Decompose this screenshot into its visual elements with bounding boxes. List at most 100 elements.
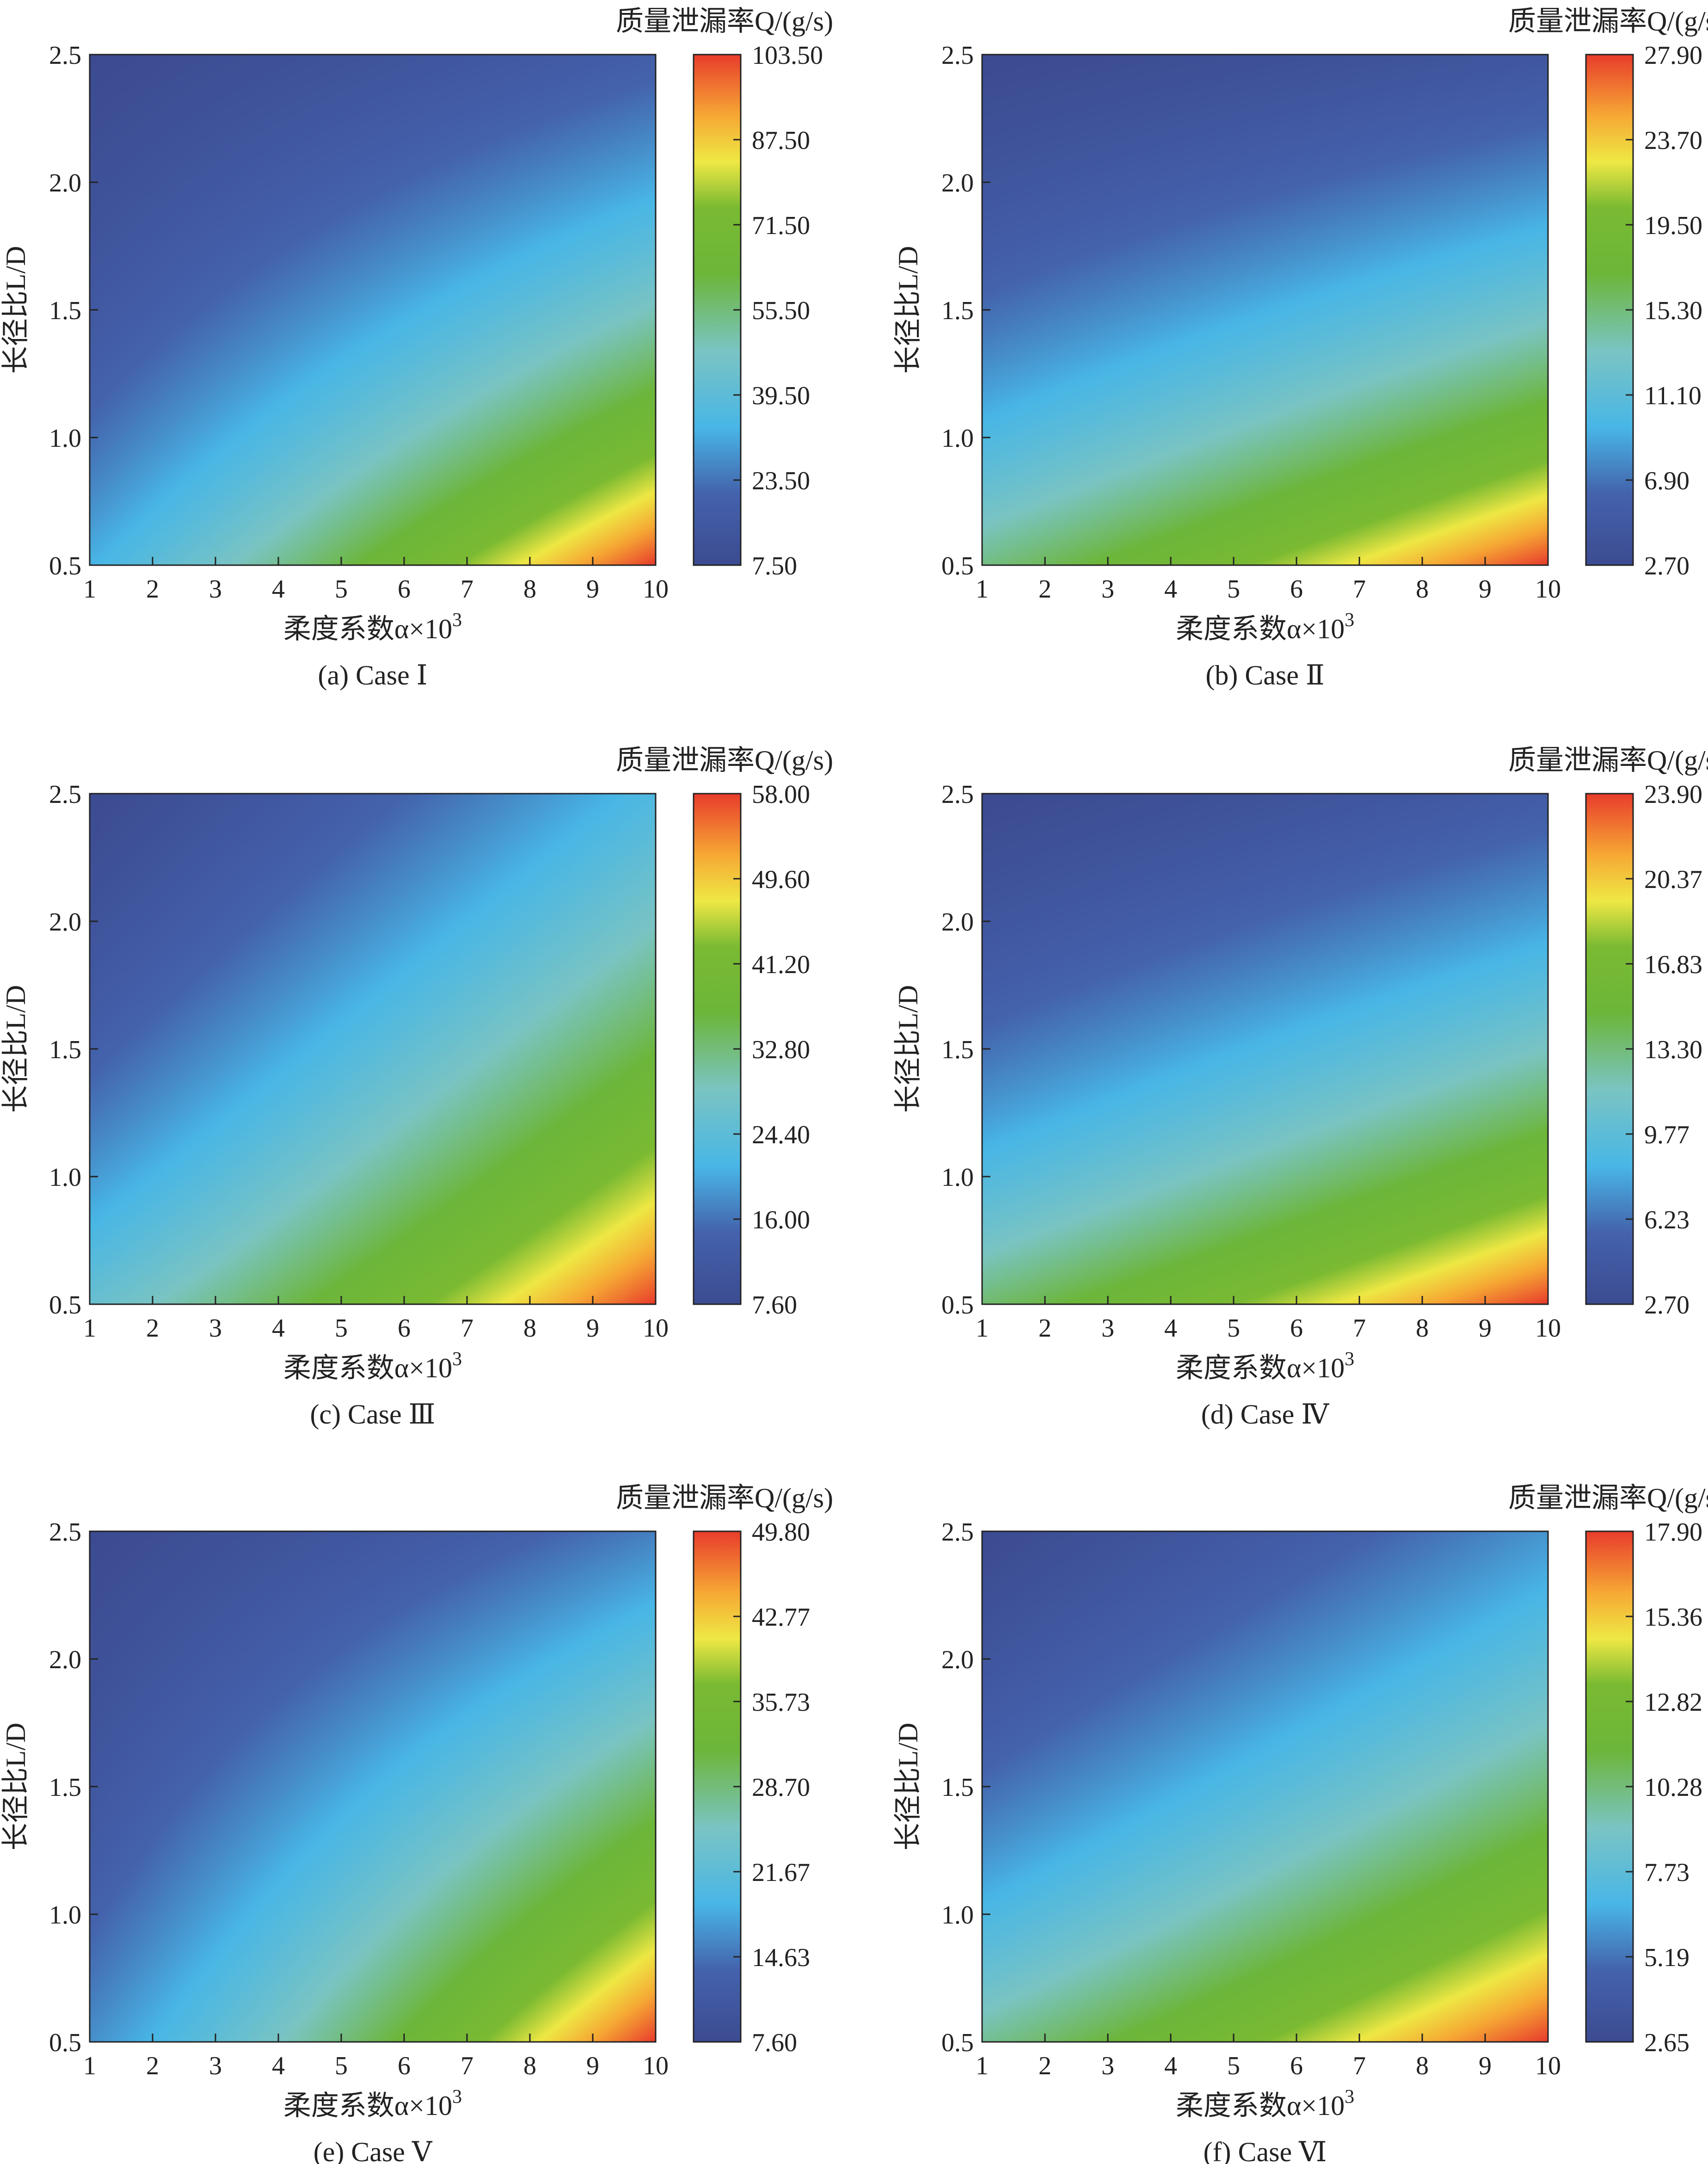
panel-caption-d: (d) Case Ⅳ xyxy=(1201,1399,1330,1430)
y-tick-label-f: 1.0 xyxy=(941,1901,974,1930)
x-tick-label-e: 5 xyxy=(335,2052,348,2080)
colorbar-tick-label-b: 6.90 xyxy=(1644,467,1690,495)
heatmap-field-e xyxy=(90,1531,656,2042)
panel-b: 1 2 3 4 5 6 7 8 9 10 0.5 1.0 1.5 2.0 2.5 柔度系数α×103 长径比L/… xyxy=(893,6,1708,691)
x-tick-label-d: 8 xyxy=(1416,1314,1429,1343)
x-tick-label-c: 9 xyxy=(586,1314,599,1343)
y-tick-label-d: 0.5 xyxy=(941,1291,974,1319)
colorbar-tick-label-e: 14.63 xyxy=(752,1943,810,1972)
x-tick-label-f: 2 xyxy=(1038,2052,1051,2080)
x-tick-label-f: 5 xyxy=(1227,2052,1240,2080)
x-tick-label-c: 8 xyxy=(523,1314,536,1343)
x-tick-label-e: 10 xyxy=(643,2052,669,2080)
x-tick-label-d: 10 xyxy=(1535,1314,1561,1343)
x-tick-label-f: 3 xyxy=(1101,2052,1114,2080)
y-axis-label-e: 长径比L/D xyxy=(0,1723,31,1851)
x-tick-label-e: 3 xyxy=(209,2052,222,2080)
y-tick-label-a: 1.5 xyxy=(49,296,81,325)
x-tick-label-f: 8 xyxy=(1416,2052,1429,2080)
x-tick-label-b: 10 xyxy=(1535,575,1561,604)
y-tick-label-c: 1.5 xyxy=(49,1036,81,1064)
colorbar-tick-label-a: 39.50 xyxy=(752,382,810,410)
x-tick-label-b: 6 xyxy=(1290,575,1303,604)
colorbar-tick-label-f: 12.82 xyxy=(1644,1688,1702,1717)
x-tick-label-d: 4 xyxy=(1164,1314,1177,1343)
x-tick-label-f: 6 xyxy=(1290,2052,1303,2080)
x-tick-label-f: 1 xyxy=(976,2052,989,2080)
colorbar-tick-label-c: 32.80 xyxy=(752,1036,810,1064)
panel-caption-c: (c) Case Ⅲ xyxy=(310,1399,435,1430)
x-tick-label-d: 1 xyxy=(976,1314,989,1343)
x-tick-label-f: 9 xyxy=(1479,2052,1492,2080)
x-tick-label-f: 10 xyxy=(1535,2052,1561,2080)
colorbar-tick-label-e: 42.77 xyxy=(752,1603,810,1632)
x-tick-label-a: 10 xyxy=(643,575,669,604)
y-tick-label-f: 2.5 xyxy=(941,1518,974,1547)
colorbar-tick-label-c: 7.60 xyxy=(752,1291,797,1319)
panel-caption-f: (f) Case Ⅵ xyxy=(1204,2137,1327,2164)
x-tick-label-e: 4 xyxy=(272,2052,285,2080)
colorbar-tick-label-d: 20.37 xyxy=(1644,865,1702,894)
y-axis-label-a: 长径比L/D xyxy=(0,246,31,374)
x-tick-label-e: 9 xyxy=(586,2052,599,2080)
y-tick-label-f: 1.5 xyxy=(941,1773,974,1802)
colorbar-tick-label-a: 7.50 xyxy=(752,552,797,580)
colorbar-tick-label-d: 6.23 xyxy=(1644,1206,1690,1234)
colorbar-tick-label-d: 2.70 xyxy=(1644,1291,1690,1319)
colorbar-title-e: 质量泄漏率Q/(g/s) xyxy=(616,1483,833,1513)
x-tick-label-e: 1 xyxy=(83,2052,96,2080)
colorbar-tick-label-a: 23.50 xyxy=(752,467,810,495)
colorbar-f xyxy=(1585,1530,1634,2043)
panel-d: 1 2 3 4 5 6 7 8 9 10 0.5 1.0 1.5 2.0 2.5 柔度系数α×103 长径比L/… xyxy=(893,745,1708,1430)
x-axis-label-a: 柔度系数α×103 xyxy=(283,610,462,644)
panel-a: 1 2 3 4 5 6 7 8 9 10 0.5 1.0 1.5 2.0 2.5 柔度系数α×103 长径比L/… xyxy=(0,6,833,691)
heatmap-field-b xyxy=(982,55,1548,565)
panel-caption-a: (a) Case Ⅰ xyxy=(318,660,428,691)
x-axis-label-b: 柔度系数α×103 xyxy=(1176,610,1354,644)
colorbar-title-a: 质量泄漏率Q/(g/s) xyxy=(616,6,833,37)
x-tick-label-b: 9 xyxy=(1479,575,1492,604)
y-tick-label-e: 1.5 xyxy=(49,1773,81,1802)
colorbar-tick-label-d: 23.90 xyxy=(1644,780,1702,809)
colorbar-tick-label-a: 87.50 xyxy=(752,126,810,155)
panel-c: 1 2 3 4 5 6 7 8 9 10 0.5 1.0 1.5 2.0 2.5 柔度系数α×103 长径比L/… xyxy=(0,745,833,1430)
colorbar-tick-label-b: 19.50 xyxy=(1644,211,1702,240)
panel-e: 1 2 3 4 5 6 7 8 9 10 0.5 1.0 1.5 2.0 2.5 柔度系数α×103 长径比L/… xyxy=(0,1483,833,2164)
y-tick-label-d: 2.0 xyxy=(941,908,974,937)
panel-caption-b: (b) Case Ⅱ xyxy=(1205,660,1324,691)
y-axis-label-f: 长径比L/D xyxy=(893,1723,923,1851)
x-tick-label-a: 5 xyxy=(335,575,348,604)
y-tick-label-e: 2.5 xyxy=(49,1518,81,1547)
colorbar-c xyxy=(693,793,742,1305)
x-tick-label-c: 6 xyxy=(398,1314,411,1343)
colorbar-tick-label-b: 15.30 xyxy=(1644,296,1702,325)
y-tick-label-d: 2.5 xyxy=(941,780,974,809)
x-tick-label-e: 6 xyxy=(398,2052,411,2080)
colorbar-tick-label-a: 55.50 xyxy=(752,296,810,325)
colorbar-tick-label-d: 13.30 xyxy=(1644,1036,1702,1064)
colorbar-tick-label-c: 58.00 xyxy=(752,780,810,809)
colorbar-title-f: 质量泄漏率Q/(g/s) xyxy=(1508,1483,1708,1513)
colorbar-tick-label-a: 71.50 xyxy=(752,211,810,240)
colorbar-tick-label-e: 49.80 xyxy=(752,1518,810,1547)
colorbar-tick-label-c: 49.60 xyxy=(752,865,810,894)
y-tick-label-b: 2.0 xyxy=(941,169,974,197)
y-tick-label-b: 0.5 xyxy=(941,552,974,580)
y-tick-label-e: 2.0 xyxy=(49,1646,81,1674)
x-tick-label-a: 2 xyxy=(146,575,159,604)
colorbar-tick-label-e: 7.60 xyxy=(752,2028,797,2057)
x-tick-label-d: 9 xyxy=(1479,1314,1492,1343)
x-tick-label-c: 2 xyxy=(146,1314,159,1343)
heatmap-field-d xyxy=(982,794,1548,1304)
heatmap-field-f xyxy=(982,1531,1548,2042)
colorbar-tick-label-e: 28.70 xyxy=(752,1773,810,1802)
colorbar-tick-label-b: 11.10 xyxy=(1644,382,1702,410)
x-tick-label-b: 3 xyxy=(1101,575,1114,604)
y-axis-label-b: 长径比L/D xyxy=(893,246,923,374)
colorbar-tick-label-f: 2.65 xyxy=(1644,2028,1690,2057)
panel-f: 1 2 3 4 5 6 7 8 9 10 0.5 1.0 1.5 2.0 2.5 柔度系数α×103 长径比L/… xyxy=(893,1483,1708,2164)
x-tick-label-b: 2 xyxy=(1038,575,1051,604)
x-tick-label-c: 3 xyxy=(209,1314,222,1343)
y-tick-label-c: 1.0 xyxy=(49,1163,81,1192)
